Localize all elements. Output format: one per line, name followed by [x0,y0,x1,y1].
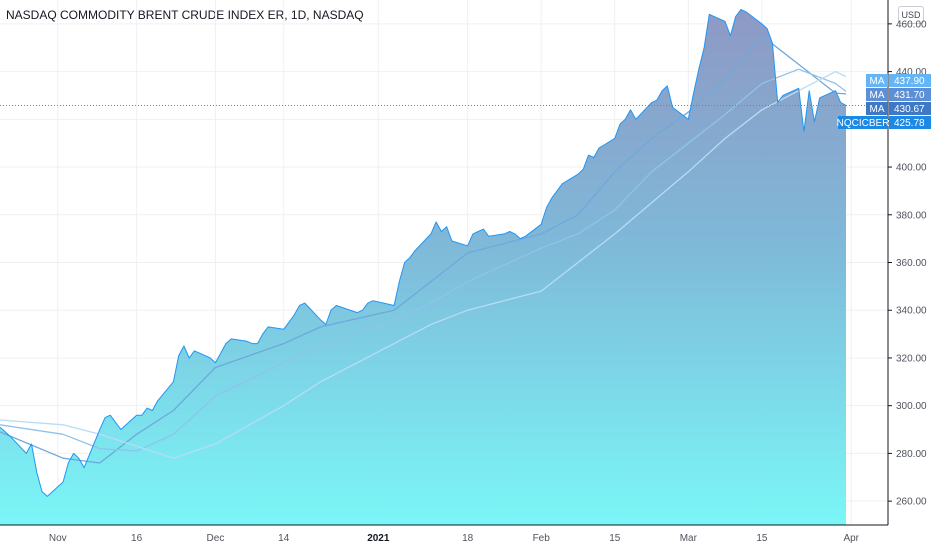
price-tag-value: 430.67 [894,104,925,115]
price-tag-label-bg [866,102,888,115]
x-tick-label: 16 [131,533,143,544]
price-tag-label: MA [870,90,885,101]
price-tag-label: MA [870,76,885,87]
price-tag-ma-2: MA 431.70 [866,88,931,101]
y-tick-label: 440.00 [896,67,927,78]
x-tick-label: Mar [680,533,698,544]
y-tick-label: 460.00 [896,19,927,30]
x-tick-label: 14 [278,533,290,544]
ma-line-1 [0,35,847,464]
price-tag-label: MA [870,104,885,115]
y-tick-label: 320.00 [896,353,927,364]
price-area [0,9,846,525]
x-tick-label: Dec [207,533,225,544]
price-tag-label: NQCICBER [837,118,890,129]
y-tick-label: 300.00 [896,401,927,412]
price-tag-ma-3: MA 430.67 [866,102,931,115]
ma-line-2 [0,68,847,452]
x-axis-ticks: Nov 16 Dec 14 2021 18 Feb 15 Mar 15 Apr [49,533,860,544]
price-tags: MA 437.90 MA 431.70 MA 430.67 NQCICBER 425.78 [837,74,931,129]
price-tag-value-bg [889,88,931,101]
price-tag-value-bg [889,116,931,129]
price-tag-value: 425.78 [894,118,925,129]
price-tag-value-bg [889,74,931,87]
x-tick-label: 18 [462,533,474,544]
moving-averages [0,35,847,464]
x-tick-label: 2021 [367,533,390,544]
price-tag-ma-1: MA 437.90 [866,74,931,87]
ma-line-3 [0,70,847,459]
x-tick-label: 15 [756,533,768,544]
x-tick-label: 15 [609,533,621,544]
x-tick-label: Feb [533,533,551,544]
y-tick-label: 360.00 [896,258,927,269]
price-tag-value: 437.90 [894,76,925,87]
price-tag-value-bg [889,102,931,115]
price-area-fill [0,9,846,525]
price-tag-label-bg [838,116,888,129]
currency-button[interactable]: USD [898,6,924,24]
x-tick-label: Apr [843,533,859,544]
price-tag-label-bg [866,88,888,101]
y-tick-label: 400.00 [896,163,927,174]
price-tag-label-bg [866,74,888,87]
x-tick-label: Nov [49,533,67,544]
price-tag-nqcicber: NQCICBER 425.78 [837,116,931,129]
price-line-layer [0,9,847,497]
y-tick-label: 380.00 [896,210,927,221]
price-tag-value: 431.70 [894,90,925,101]
chart-title: NASDAQ COMMODITY BRENT CRUDE INDEX ER, 1… [6,8,364,22]
y-tick-label: 260.00 [896,497,927,508]
y-tick-label: 340.00 [896,306,927,317]
price-line [0,9,847,497]
y-tick-label: 280.00 [896,449,927,460]
